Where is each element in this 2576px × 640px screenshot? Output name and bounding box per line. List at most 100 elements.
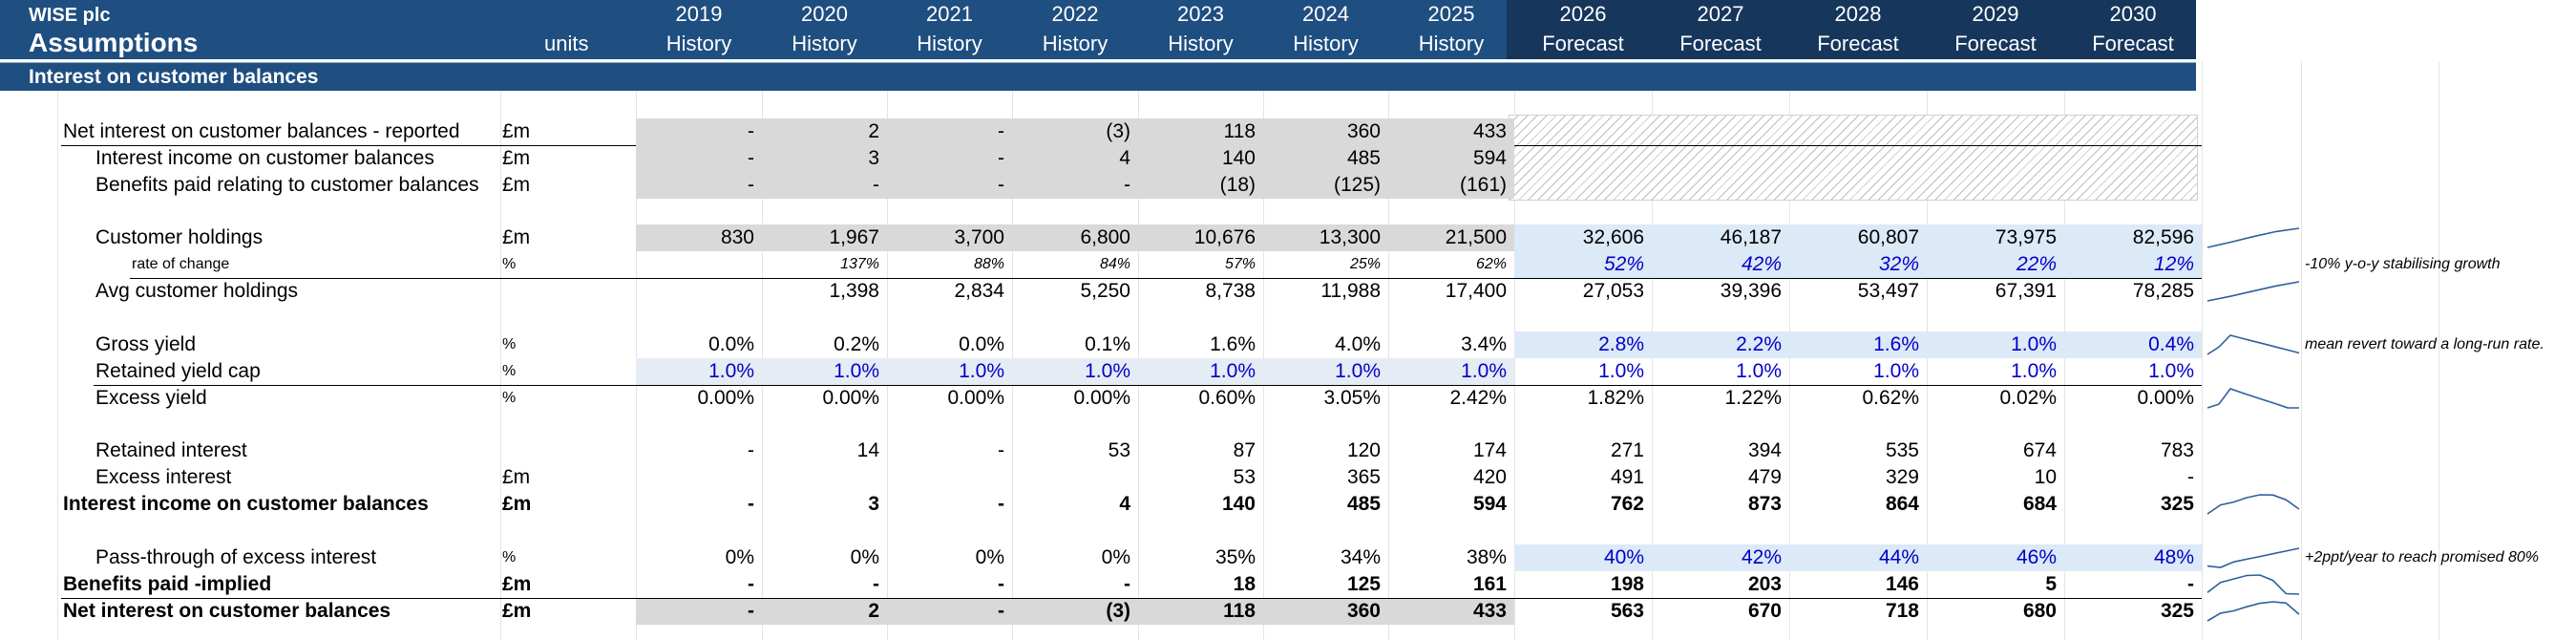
value-cell[interactable]: 0% (850, 546, 879, 568)
value-cell[interactable]: 783 (2160, 439, 2194, 461)
value-cell[interactable]: (3) (1106, 600, 1130, 622)
value-cell[interactable]: 0% (1101, 546, 1130, 568)
value-cell[interactable]: 2,834 (954, 280, 1004, 302)
value-cell[interactable]: 140 (1221, 493, 1256, 515)
value-cell[interactable]: 3.05% (1323, 387, 1381, 409)
value-cell[interactable]: 40% (1603, 546, 1644, 568)
value-cell[interactable]: - (998, 147, 1004, 169)
value-cell[interactable]: 140 (1221, 147, 1256, 169)
value-cell[interactable]: 46% (2016, 546, 2057, 568)
value-cell[interactable]: 680 (2022, 600, 2057, 622)
value-cell[interactable]: 271 (1610, 439, 1644, 461)
value-cell[interactable]: 0.62% (1862, 387, 1919, 409)
value-cell[interactable]: 146 (1885, 573, 1919, 595)
value-cell[interactable]: 125 (1346, 573, 1381, 595)
value-cell[interactable]: 137% (840, 256, 879, 272)
value-cell[interactable]: 1.0% (1085, 360, 1130, 382)
value-cell[interactable]: 10 (2034, 466, 2057, 488)
value-cell[interactable]: 1.0% (1210, 360, 1256, 382)
value-cell[interactable]: 0.0% (959, 333, 1004, 355)
value-cell[interactable]: - (748, 147, 754, 169)
value-cell[interactable]: 1,967 (829, 226, 879, 248)
value-cell[interactable]: 1.6% (1210, 333, 1256, 355)
value-cell[interactable]: 1.0% (834, 360, 879, 382)
value-cell[interactable]: 762 (1610, 493, 1644, 515)
value-cell[interactable]: 1.6% (1873, 333, 1919, 355)
value-cell[interactable]: 14 (856, 439, 879, 461)
value-cell[interactable]: 2.2% (1736, 333, 1782, 355)
value-cell[interactable]: 87 (1233, 439, 1256, 461)
value-cell[interactable]: 198 (1610, 573, 1644, 595)
value-cell[interactable]: 11,988 (1320, 280, 1381, 302)
value-cell[interactable]: 0.00% (822, 387, 879, 409)
value-cell[interactable]: 0.2% (834, 333, 879, 355)
value-cell[interactable]: (125) (1333, 174, 1381, 196)
value-cell[interactable]: 1.22% (1724, 387, 1782, 409)
value-cell[interactable]: - (748, 493, 754, 515)
value-cell[interactable]: - (748, 120, 754, 142)
value-cell[interactable]: 82,596 (2132, 226, 2194, 248)
value-cell[interactable]: 42% (1741, 253, 1782, 275)
value-cell[interactable]: (161) (1459, 174, 1507, 196)
value-cell[interactable]: 10,676 (1193, 226, 1256, 248)
value-cell[interactable]: 46,187 (1720, 226, 1782, 248)
value-cell[interactable]: 32,606 (1582, 226, 1644, 248)
value-cell[interactable]: 17,400 (1445, 280, 1507, 302)
value-cell[interactable]: 161 (1472, 573, 1507, 595)
value-cell[interactable]: 4 (1119, 493, 1130, 515)
value-cell[interactable]: 491 (1610, 466, 1644, 488)
value-cell[interactable]: 718 (1885, 600, 1919, 622)
value-cell[interactable]: 684 (2022, 493, 2057, 515)
value-cell[interactable]: 13,300 (1319, 226, 1381, 248)
value-cell[interactable]: 830 (720, 226, 754, 248)
value-cell[interactable]: 3 (868, 493, 879, 515)
value-cell[interactable]: 1,398 (829, 280, 879, 302)
value-cell[interactable]: 118 (1223, 120, 1256, 142)
value-cell[interactable]: - (873, 174, 879, 196)
value-cell[interactable]: - (998, 174, 1004, 196)
value-cell[interactable]: 27,053 (1582, 280, 1644, 302)
value-cell[interactable]: 6,800 (1080, 226, 1130, 248)
value-cell[interactable]: 535 (1885, 439, 1919, 461)
value-cell[interactable]: 67,391 (1995, 280, 2057, 302)
value-cell[interactable]: 1.0% (1461, 360, 1507, 382)
value-cell[interactable]: 3.4% (1461, 333, 1507, 355)
value-cell[interactable]: 325 (2160, 600, 2194, 622)
value-cell[interactable]: 365 (1346, 466, 1381, 488)
value-cell[interactable]: 1.82% (1587, 387, 1644, 409)
value-cell[interactable]: 1.0% (2011, 360, 2057, 382)
value-cell[interactable]: 420 (1472, 466, 1507, 488)
value-cell[interactable]: 3 (868, 147, 879, 169)
value-cell[interactable]: 120 (1346, 439, 1381, 461)
value-cell[interactable]: - (2187, 573, 2194, 595)
value-cell[interactable]: 38% (1466, 546, 1507, 568)
value-cell[interactable]: 325 (2160, 493, 2194, 515)
value-cell[interactable]: 485 (1346, 493, 1381, 515)
value-cell[interactable]: 53 (1108, 439, 1130, 461)
value-cell[interactable]: 2 (868, 120, 879, 142)
value-cell[interactable]: 1.0% (1873, 360, 1919, 382)
value-cell[interactable]: 479 (1747, 466, 1782, 488)
value-cell[interactable]: 0% (975, 546, 1004, 568)
value-cell[interactable]: 5 (2045, 573, 2057, 595)
value-cell[interactable]: 57% (1224, 256, 1256, 272)
value-cell[interactable]: 35% (1214, 546, 1256, 568)
value-cell[interactable]: 60,807 (1857, 226, 1919, 248)
value-cell[interactable]: 0.00% (947, 387, 1004, 409)
value-cell[interactable]: 0.00% (697, 387, 754, 409)
value-cell[interactable]: - (2187, 466, 2194, 488)
value-cell[interactable]: - (998, 120, 1004, 142)
value-cell[interactable]: 674 (2022, 439, 2057, 461)
value-cell[interactable]: 864 (1885, 493, 1919, 515)
value-cell[interactable]: 2.8% (1598, 333, 1644, 355)
value-cell[interactable]: 18 (1233, 573, 1256, 595)
value-cell[interactable]: 0.0% (708, 333, 754, 355)
value-cell[interactable]: 0% (725, 546, 754, 568)
value-cell[interactable]: - (998, 439, 1004, 461)
value-cell[interactable]: 118 (1223, 600, 1256, 622)
value-cell[interactable]: 53,497 (1857, 280, 1919, 302)
value-cell[interactable]: 670 (1747, 600, 1782, 622)
value-cell[interactable]: 21,500 (1445, 226, 1507, 248)
value-cell[interactable]: 594 (1472, 147, 1507, 169)
value-cell[interactable]: 1.0% (1598, 360, 1644, 382)
